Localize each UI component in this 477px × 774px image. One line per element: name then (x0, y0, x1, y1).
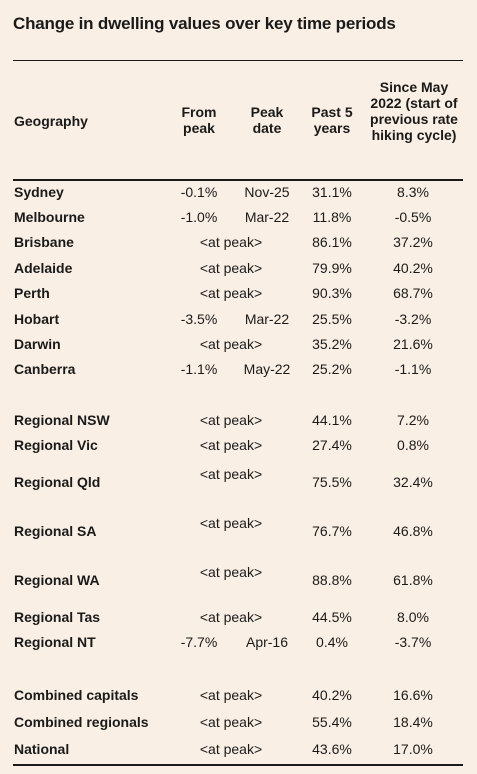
peak-date-cell: Mar-22 (244, 209, 290, 225)
header-peak-date: Peak date (250, 104, 284, 136)
geography-cell: Melbourne (14, 209, 85, 225)
past-5-years-cell: 25.2% (312, 361, 352, 377)
past-5-years-cell: 43.6% (312, 741, 352, 757)
at-peak-cell: <at peak> (199, 515, 263, 531)
past-5-years-cell: 44.1% (312, 412, 352, 428)
past-5-years-cell: 88.8% (312, 572, 352, 588)
at-peak-cell: <at peak> (199, 687, 263, 703)
since-may-2022-cell: 0.8% (397, 437, 429, 453)
geography-cell: Canberra (14, 361, 76, 377)
since-may-2022-cell: -0.5% (394, 209, 432, 225)
since-may-2022-cell: 46.8% (393, 523, 433, 539)
since-may-2022-cell: -3.2% (394, 311, 432, 327)
peak-date-cell: Nov-25 (244, 184, 290, 200)
past-5-years-cell: 75.5% (312, 474, 352, 490)
at-peak-cell: <at peak> (199, 336, 263, 352)
past-5-years-cell: 40.2% (312, 687, 352, 703)
since-may-2022-cell: -1.1% (394, 361, 432, 377)
geography-cell: Regional NSW (14, 412, 110, 428)
geography-cell: Sydney (14, 184, 64, 200)
since-may-2022-cell: 21.6% (393, 336, 433, 352)
geography-cell: Hobart (14, 311, 60, 327)
geography-cell: Perth (14, 285, 50, 301)
geography-cell: Regional NT (14, 634, 96, 650)
past-5-years-cell: 11.8% (312, 209, 352, 225)
geography-cell: Darwin (14, 336, 61, 352)
since-may-2022-cell: 40.2% (393, 260, 433, 276)
at-peak-cell: <at peak> (199, 260, 263, 276)
geography-cell: Combined regionals (14, 714, 149, 730)
past-5-years-cell: 90.3% (312, 285, 352, 301)
geography-cell: Brisbane (14, 234, 74, 250)
since-may-2022-cell: 17.0% (393, 741, 433, 757)
past-5-years-cell: 31.1% (312, 184, 352, 200)
table-title: Change in dwelling values over key time … (13, 14, 396, 33)
at-peak-cell: <at peak> (199, 609, 263, 625)
at-peak-cell: <at peak> (199, 741, 263, 757)
from-peak-cell: -7.7% (180, 634, 218, 650)
past-5-years-cell: 35.2% (312, 336, 352, 352)
past-5-years-cell: 25.5% (312, 311, 352, 327)
peak-date-cell: Mar-22 (244, 311, 290, 327)
geography-cell: Regional Tas (14, 609, 101, 625)
geography-cell: Regional WA (14, 572, 100, 588)
since-may-2022-cell: 8.3% (397, 184, 429, 200)
since-may-2022-cell: 37.2% (393, 234, 433, 250)
since-may-2022-cell: 16.6% (393, 687, 433, 703)
geography-cell: National (14, 741, 70, 757)
peak-date-cell: Apr-16 (245, 634, 289, 650)
at-peak-cell: <at peak> (199, 285, 263, 301)
since-may-2022-cell: 7.2% (397, 412, 429, 428)
from-peak-cell: -3.5% (180, 311, 218, 327)
at-peak-cell: <at peak> (199, 466, 263, 482)
past-5-years-cell: 27.4% (312, 437, 352, 453)
from-peak-cell: -0.1% (180, 184, 218, 200)
past-5-years-cell: 76.7% (312, 523, 352, 539)
since-may-2022-cell: 32.4% (393, 474, 433, 490)
header-rule (13, 179, 463, 181)
at-peak-cell: <at peak> (199, 412, 263, 428)
since-may-2022-cell: 18.4% (393, 714, 433, 730)
since-may-2022-cell: 61.8% (393, 572, 433, 588)
at-peak-cell: <at peak> (199, 714, 263, 730)
peak-date-cell: May-22 (243, 361, 291, 377)
geography-cell: Combined capitals (14, 687, 139, 703)
header-since-may-2022: Since May 2022 (start of previous rate h… (370, 79, 458, 143)
past-5-years-cell: 86.1% (312, 234, 352, 250)
from-peak-cell: -1.1% (180, 361, 218, 377)
at-peak-cell: <at peak> (199, 564, 263, 580)
geography-cell: Regional Qld (14, 474, 101, 490)
bottom-rule (13, 764, 463, 766)
since-may-2022-cell: 8.0% (397, 609, 429, 625)
from-peak-cell: -1.0% (180, 209, 218, 225)
geography-cell: Regional Vic (14, 437, 98, 453)
at-peak-cell: <at peak> (199, 234, 263, 250)
since-may-2022-cell: -3.7% (394, 634, 432, 650)
at-peak-cell: <at peak> (199, 437, 263, 453)
header-from-peak: From peak (181, 104, 217, 136)
geography-cell: Regional SA (14, 523, 97, 539)
past-5-years-cell: 79.9% (312, 260, 352, 276)
past-5-years-cell: 55.4% (312, 714, 352, 730)
since-may-2022-cell: 68.7% (393, 285, 433, 301)
past-5-years-cell: 44.5% (312, 609, 352, 625)
past-5-years-cell: 0.4% (316, 634, 348, 650)
header-past-5-years: Past 5 years (311, 104, 353, 136)
header-geography: Geography (14, 113, 88, 129)
top-rule (13, 60, 463, 61)
geography-cell: Adelaide (14, 260, 73, 276)
